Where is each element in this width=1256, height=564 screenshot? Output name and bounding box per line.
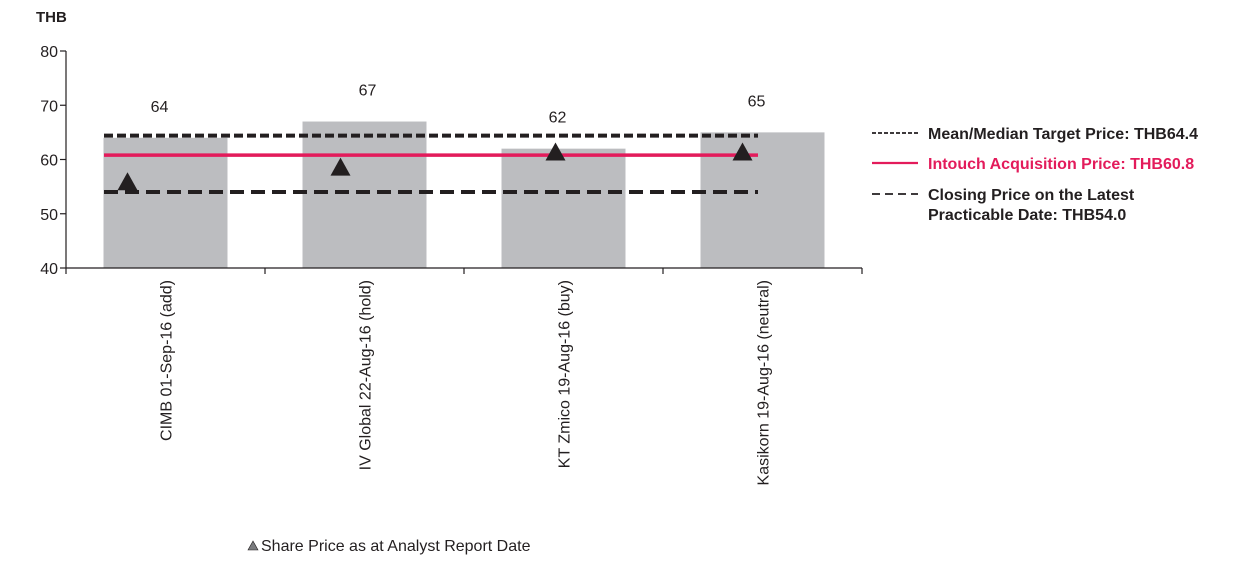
labels-layer: 64 67 62 65 CIMB 01-Sep-16 (add) IV Global 22… [151, 83, 773, 486]
bars-layer [103, 121, 825, 269]
bar-0 [103, 137, 228, 268]
bar-3 [700, 132, 825, 268]
share-price-marker-1 [330, 157, 351, 176]
y-tick-label: 80 [40, 44, 58, 61]
x-category-label: CIMB 01-Sep-16 (add) [159, 280, 176, 441]
marker-footnote-label: Share Price as at Analyst Report Date [261, 538, 531, 555]
legend-label: Mean/Median Target Price: THB64.4 [928, 126, 1198, 143]
x-category-label: Kasikorn 19-Aug-16 (neutral) [756, 280, 773, 485]
bar-value-label: 67 [359, 83, 377, 100]
reference-lines-layer [104, 133, 758, 195]
markers-layer [117, 142, 753, 191]
axes-layer: 40 50 60 70 80 [40, 44, 863, 278]
bar-value-label: 65 [748, 93, 766, 110]
triangle-icon [247, 540, 259, 551]
share-price-marker-3 [732, 142, 753, 161]
legend-label: Intouch Acquisition Price: THB60.8 [928, 156, 1194, 173]
y-tick-label: 70 [40, 98, 58, 115]
bar-1 [302, 121, 427, 269]
legend-label: Closing Price on the Latest [928, 187, 1135, 204]
y-tick-label: 50 [40, 207, 58, 224]
bar-2 [501, 148, 626, 268]
share-price-marker-0 [117, 172, 138, 191]
share-price-marker-2 [545, 142, 566, 161]
bar-value-label: 64 [151, 99, 169, 116]
y-tick-label: 60 [40, 153, 58, 170]
legend-label: Practicable Date: THB54.0 [928, 207, 1126, 224]
x-category-label: IV Global 22-Aug-16 (hold) [358, 280, 375, 470]
y-unit-label: THB [36, 9, 67, 26]
bar-value-label: 62 [549, 110, 567, 127]
x-category-label: KT Zmico 19-Aug-16 (buy) [557, 280, 574, 468]
legend: Mean/Median Target Price: THB64.4 Intouch… [872, 126, 1198, 224]
y-tick-label: 40 [40, 261, 58, 278]
marker-footnote: Share Price as at Analyst Report Date [247, 538, 531, 555]
